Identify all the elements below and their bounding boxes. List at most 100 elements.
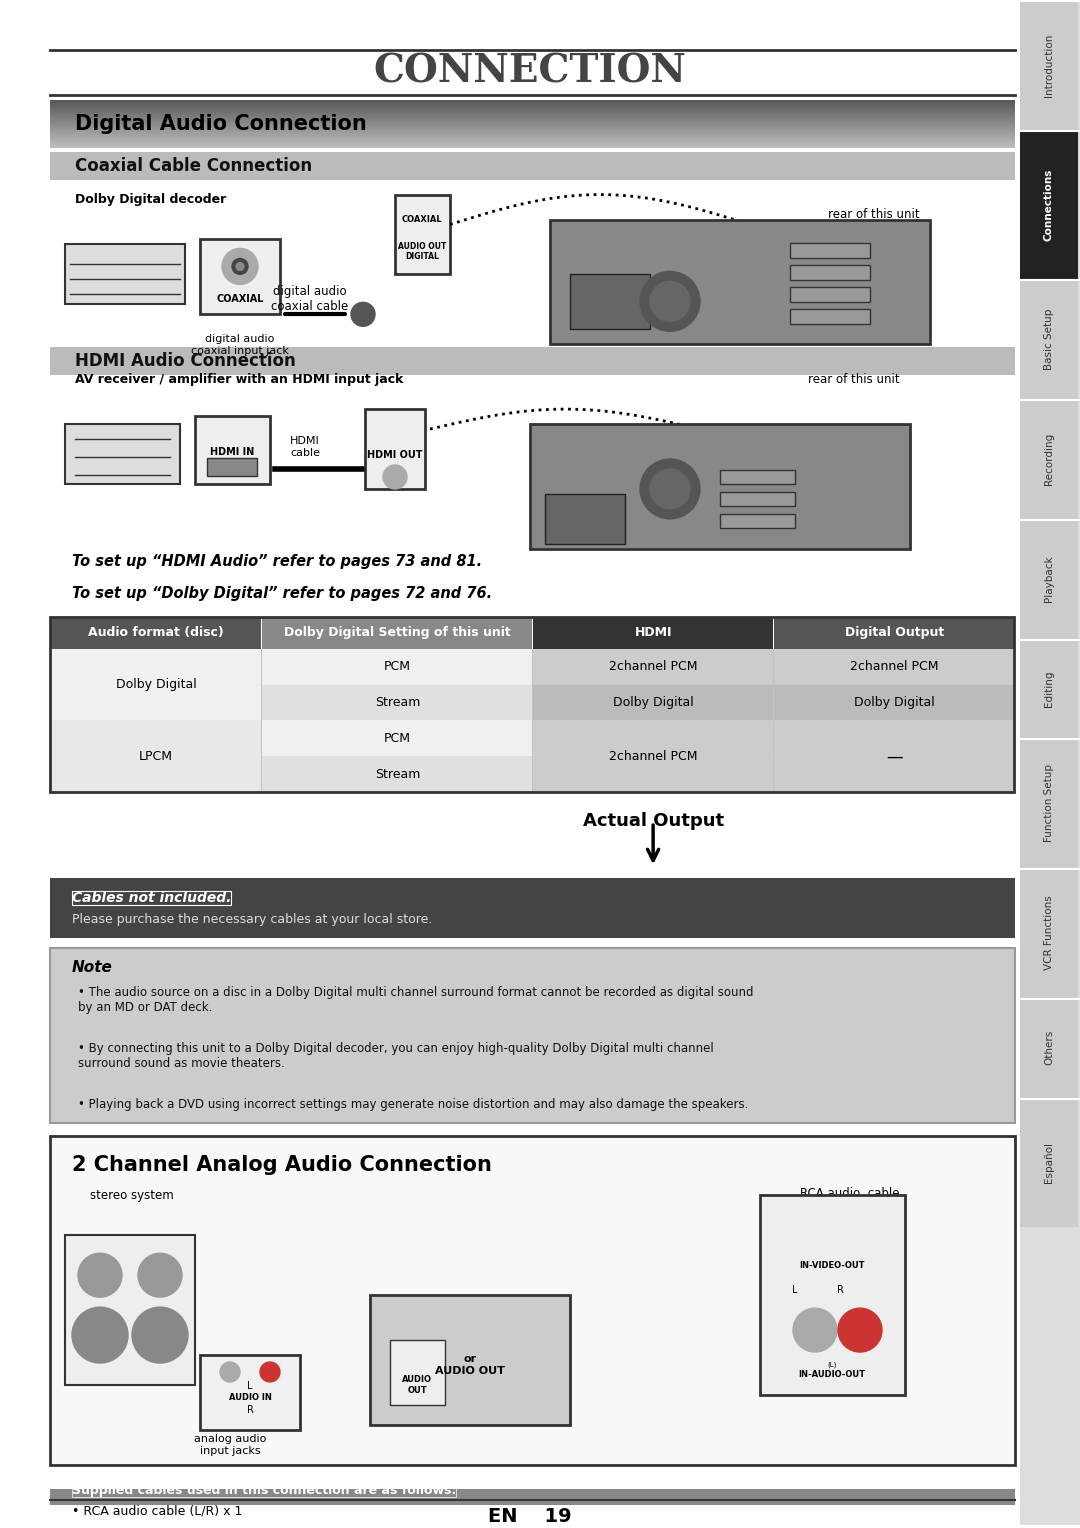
Text: Dolby Digital: Dolby Digital	[854, 695, 935, 709]
Bar	[50, 151, 1015, 180]
Bar	[50, 648, 261, 720]
Text: L: L	[247, 1381, 253, 1390]
Circle shape	[132, 1306, 188, 1363]
Bar	[50, 1488, 1015, 1517]
Text: 2channel PCM: 2channel PCM	[850, 660, 939, 672]
Bar	[65, 425, 180, 484]
Text: Actual Output: Actual Output	[582, 813, 724, 830]
Text: rear of this unit: rear of this unit	[808, 373, 900, 385]
Bar	[532, 617, 773, 648]
Bar	[773, 648, 1014, 685]
Text: Cables not included.: Cables not included.	[72, 891, 231, 905]
Text: To set up “HDMI Audio” refer to pages 73 and 81.: To set up “HDMI Audio” refer to pages 73…	[72, 555, 482, 570]
Text: Digital Audio Connection: Digital Audio Connection	[75, 113, 367, 134]
Text: CONNECTION: CONNECTION	[374, 53, 687, 90]
Bar	[532, 685, 773, 720]
Circle shape	[650, 281, 690, 321]
Text: To set up “Dolby Digital” refer to pages 72 and 76.: To set up “Dolby Digital” refer to pages…	[72, 587, 492, 601]
Text: Dolby Digital: Dolby Digital	[612, 695, 693, 709]
Text: IN-VIDEO-OUT: IN-VIDEO-OUT	[799, 1261, 865, 1270]
Circle shape	[640, 458, 700, 520]
Text: R: R	[837, 1285, 843, 1296]
Bar	[207, 458, 257, 475]
Bar	[545, 494, 625, 544]
Bar	[262, 648, 531, 685]
Bar	[532, 648, 773, 685]
Bar	[395, 194, 450, 275]
Text: • The audio source on a disc in a Dolby Digital multi channel surround format ca: • The audio source on a disc in a Dolby …	[78, 986, 754, 1015]
Text: PCM: PCM	[383, 732, 410, 744]
Bar	[50, 1505, 1015, 1517]
Bar	[262, 720, 531, 756]
Bar	[773, 685, 1014, 720]
Text: Others: Others	[1044, 1030, 1054, 1065]
Bar	[50, 685, 261, 720]
Text: DIGITAL: DIGITAL	[405, 252, 438, 261]
Text: EN    19: EN 19	[488, 1507, 571, 1526]
Text: 2channel PCM: 2channel PCM	[609, 750, 698, 762]
Circle shape	[138, 1253, 183, 1297]
Bar	[570, 275, 650, 329]
Bar	[789, 243, 870, 258]
Bar	[200, 1355, 300, 1430]
Bar	[65, 244, 185, 304]
Circle shape	[78, 1253, 122, 1297]
Text: • RCA audio cable (L/R) x 1: • RCA audio cable (L/R) x 1	[72, 1504, 242, 1517]
Bar	[789, 287, 870, 303]
Bar	[532, 756, 773, 792]
Text: Dolby Digital decoder: Dolby Digital decoder	[75, 193, 226, 206]
Text: Recording: Recording	[1044, 432, 1054, 484]
Text: stereo system: stereo system	[90, 1189, 174, 1203]
Circle shape	[838, 1308, 882, 1352]
Text: Stream: Stream	[375, 695, 420, 709]
Text: or
AUDIO OUT: or AUDIO OUT	[435, 1354, 505, 1375]
Bar	[50, 756, 261, 792]
Text: COAXIAL: COAXIAL	[402, 215, 443, 225]
Bar	[262, 617, 531, 648]
Text: AUDIO OUT: AUDIO OUT	[397, 241, 446, 251]
Circle shape	[793, 1308, 837, 1352]
Text: AUDIO IN: AUDIO IN	[229, 1394, 271, 1403]
Bar	[1020, 131, 1078, 280]
Bar	[720, 513, 795, 527]
Text: PCM: PCM	[383, 660, 410, 672]
Bar	[262, 685, 531, 720]
Bar	[50, 648, 261, 685]
Text: HDMI IN: HDMI IN	[210, 448, 254, 457]
Bar	[262, 648, 531, 685]
Text: digital audio
coaxial input jack: digital audio coaxial input jack	[191, 335, 289, 356]
Bar	[532, 648, 773, 685]
Bar	[773, 648, 1014, 685]
Bar	[532, 685, 773, 720]
Bar	[773, 685, 1014, 720]
Text: L: L	[793, 1285, 798, 1296]
Text: Basic Setup: Basic Setup	[1044, 309, 1054, 370]
Bar	[50, 720, 261, 756]
Bar	[1020, 999, 1078, 1097]
Text: Function Setup: Function Setup	[1044, 764, 1054, 842]
Text: digital audio
coaxial cable: digital audio coaxial cable	[271, 286, 349, 313]
Bar	[50, 879, 1015, 938]
Bar	[50, 720, 261, 756]
Text: analog audio
input jacks: analog audio input jacks	[193, 1435, 266, 1456]
Bar	[532, 648, 773, 685]
Text: Editing: Editing	[1044, 671, 1054, 707]
Text: R: R	[246, 1404, 254, 1415]
Text: Español: Español	[1044, 1141, 1054, 1183]
Text: Connections: Connections	[1044, 168, 1054, 241]
Bar	[1020, 740, 1078, 868]
Text: Note: Note	[72, 961, 113, 975]
Bar	[390, 1340, 445, 1404]
Text: 2 Channel Analog Audio Connection: 2 Channel Analog Audio Connection	[72, 1155, 491, 1175]
Bar	[262, 685, 531, 720]
Bar	[1020, 400, 1078, 520]
Bar	[262, 648, 531, 685]
Bar	[50, 347, 1015, 376]
Circle shape	[232, 258, 248, 275]
Bar	[760, 1195, 905, 1395]
Bar	[550, 220, 930, 344]
Text: Audio format (disc): Audio format (disc)	[89, 626, 224, 639]
Text: HDMI OUT: HDMI OUT	[367, 451, 422, 460]
Text: HDMI: HDMI	[634, 626, 672, 639]
Circle shape	[351, 303, 375, 327]
